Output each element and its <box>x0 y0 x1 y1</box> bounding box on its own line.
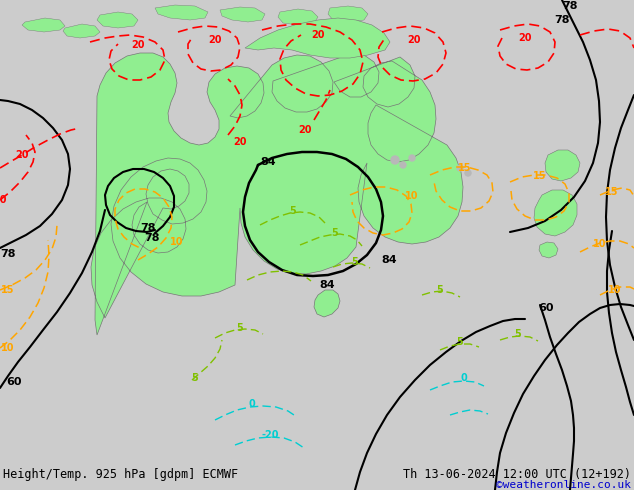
Text: 10: 10 <box>1 343 15 353</box>
Polygon shape <box>91 53 463 335</box>
Text: 84: 84 <box>319 280 335 290</box>
Text: 15: 15 <box>533 171 547 181</box>
Text: 15: 15 <box>1 285 15 295</box>
Text: 78: 78 <box>140 223 156 233</box>
Text: 20: 20 <box>518 33 532 43</box>
Text: Th 13-06-2024 12:00 UTC (12+192): Th 13-06-2024 12:00 UTC (12+192) <box>403 468 631 481</box>
Text: -20: -20 <box>261 430 279 440</box>
Polygon shape <box>155 5 208 20</box>
Text: Height/Temp. 925 hPa [gdpm] ECMWF: Height/Temp. 925 hPa [gdpm] ECMWF <box>3 468 238 481</box>
Text: 5: 5 <box>352 257 358 267</box>
Text: 5: 5 <box>456 337 463 347</box>
Polygon shape <box>97 12 138 28</box>
Text: 0: 0 <box>249 399 256 409</box>
Text: 20: 20 <box>407 35 421 45</box>
Text: 20: 20 <box>311 30 325 40</box>
Text: 78: 78 <box>0 249 16 259</box>
Text: 20: 20 <box>0 195 7 205</box>
Text: 20: 20 <box>233 137 247 147</box>
Text: 60: 60 <box>538 303 553 313</box>
Text: 5: 5 <box>515 329 521 339</box>
Circle shape <box>400 162 406 168</box>
Text: 60: 60 <box>6 377 22 387</box>
Text: 78: 78 <box>554 15 570 25</box>
Polygon shape <box>534 190 577 236</box>
Polygon shape <box>278 9 318 25</box>
Text: 15: 15 <box>605 187 619 197</box>
Polygon shape <box>22 18 65 32</box>
Text: 84: 84 <box>381 255 397 265</box>
Text: 5: 5 <box>191 373 198 383</box>
Text: 20: 20 <box>208 35 222 45</box>
Text: 5: 5 <box>290 206 296 216</box>
Polygon shape <box>314 290 340 317</box>
Circle shape <box>457 165 463 171</box>
Text: 0: 0 <box>461 373 467 383</box>
Text: 20: 20 <box>298 125 312 135</box>
Polygon shape <box>63 24 100 38</box>
Text: 5: 5 <box>236 323 243 333</box>
Text: 84: 84 <box>260 157 276 167</box>
Text: 15: 15 <box>458 163 472 173</box>
Polygon shape <box>220 7 265 22</box>
Text: 10: 10 <box>405 191 418 201</box>
Text: 10: 10 <box>608 285 622 295</box>
Circle shape <box>391 156 399 164</box>
Text: ©weatheronline.co.uk: ©weatheronline.co.uk <box>496 480 631 490</box>
Circle shape <box>465 170 471 176</box>
Text: 20: 20 <box>131 40 145 50</box>
Circle shape <box>409 155 415 161</box>
Text: 78: 78 <box>145 233 160 243</box>
Text: 78: 78 <box>562 1 578 11</box>
Polygon shape <box>245 18 390 58</box>
Polygon shape <box>539 242 558 258</box>
Text: 10: 10 <box>171 237 184 247</box>
Polygon shape <box>328 6 368 22</box>
Polygon shape <box>545 150 580 181</box>
Text: 5: 5 <box>437 285 443 295</box>
Text: 10: 10 <box>593 239 607 249</box>
Text: 5: 5 <box>332 228 339 238</box>
Text: 20: 20 <box>15 150 29 160</box>
